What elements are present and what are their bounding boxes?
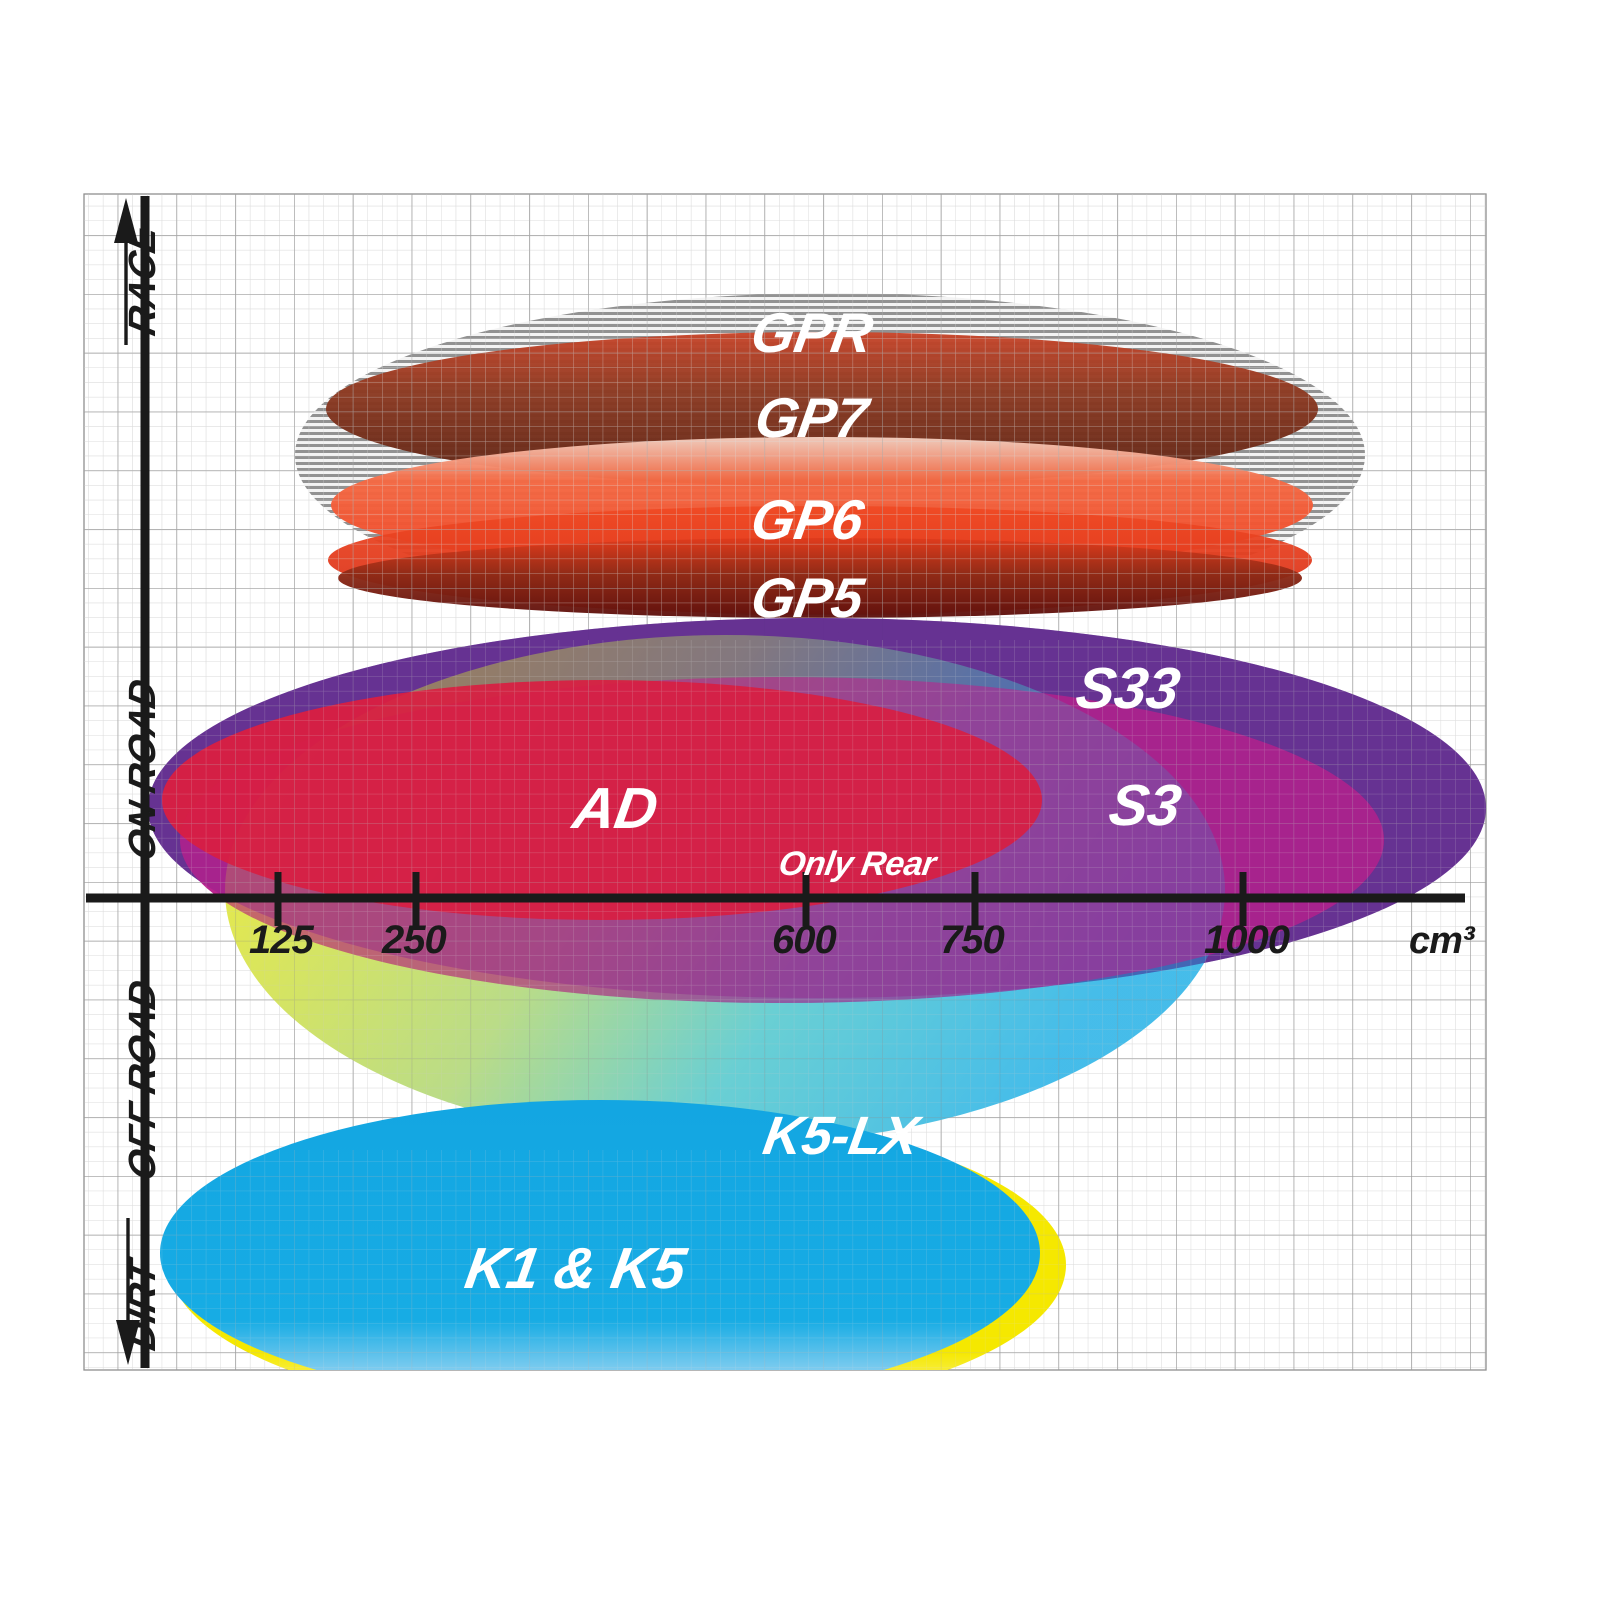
race-direction-arrow	[114, 198, 138, 345]
dirt-direction-arrow	[116, 1218, 140, 1365]
axes-group	[86, 196, 1465, 1368]
x-axis-ticks	[274, 872, 1247, 926]
